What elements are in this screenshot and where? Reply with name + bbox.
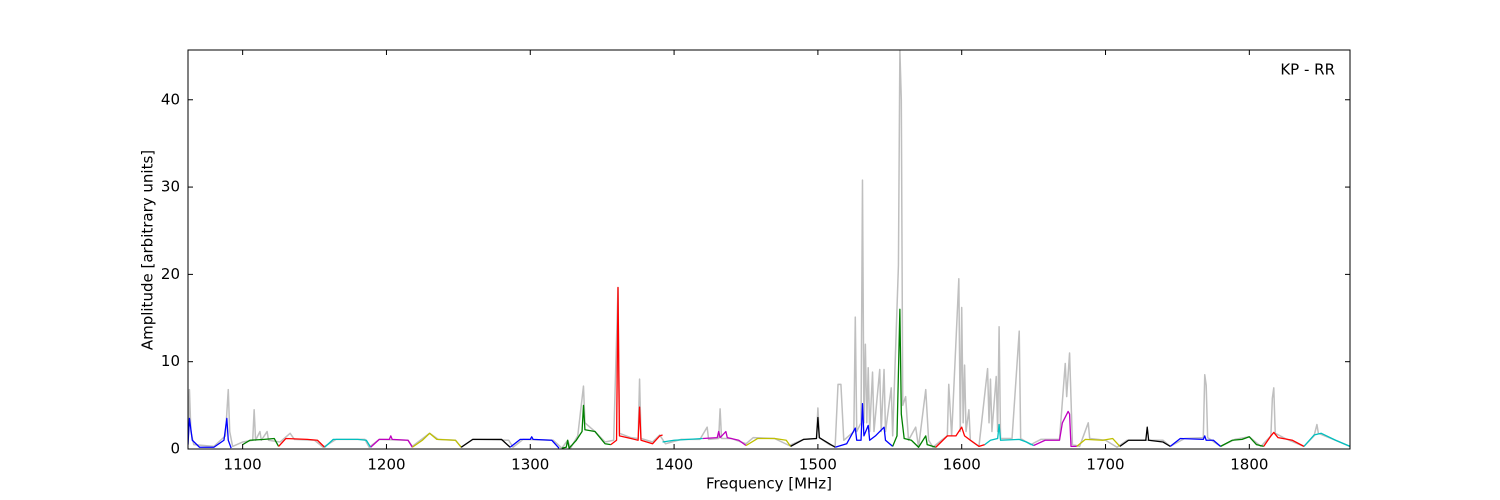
y-tick-label: 30 (161, 178, 180, 196)
spectrum-line (324, 438, 372, 448)
plot-frame (187, 49, 1351, 450)
spectrum-line (834, 402, 894, 448)
plot-lines (188, 50, 1350, 449)
spectrum-line (892, 308, 937, 448)
spectrum-line (278, 437, 326, 448)
spectrum-line (370, 435, 413, 448)
x-tick-label: 1300 (511, 456, 549, 474)
annotation: KP - RR (1280, 61, 1335, 79)
spectrum-line (662, 437, 703, 443)
spectrum-line (984, 423, 1034, 447)
spectrum-line (790, 416, 836, 448)
spectrum-line (509, 436, 560, 449)
x-tick-label: 1800 (1230, 456, 1268, 474)
x-tick-label: 1600 (943, 456, 981, 474)
x-tick-label: 1500 (799, 456, 837, 474)
spectrum-line (702, 430, 747, 447)
spectrum-line (188, 417, 232, 449)
spectrum-line (460, 438, 511, 448)
spectrum-line (411, 432, 462, 448)
x-tick-label: 1100 (224, 456, 262, 474)
y-axis-label: Amplitude [arbitrary units] (139, 150, 157, 350)
spectrum-line (1220, 436, 1264, 448)
spectrum-line (1303, 432, 1350, 447)
x-tick-label: 1700 (1086, 456, 1124, 474)
spectrum-line (1033, 410, 1077, 448)
y-tick-label: 40 (161, 90, 180, 108)
y-tick-label: 20 (161, 265, 180, 283)
x-tick-label: 1400 (655, 456, 693, 474)
spectrum-line (1119, 426, 1171, 447)
x-tick-label: 1200 (367, 456, 405, 474)
spectrum-line (745, 437, 792, 447)
y-tick-label: 0 (170, 440, 180, 458)
spectrum-line (188, 50, 1350, 449)
y-tick-label: 10 (161, 352, 180, 370)
spectrum-line (610, 286, 663, 446)
spectrum-line (935, 426, 985, 448)
spectrum-line (1076, 437, 1121, 447)
x-axis-label: Frequency [MHz] (706, 475, 832, 493)
spectrum-line (1263, 431, 1305, 447)
spectrum-line (242, 437, 280, 447)
spectrum-line (561, 404, 611, 449)
spectrum-line (1169, 435, 1221, 447)
